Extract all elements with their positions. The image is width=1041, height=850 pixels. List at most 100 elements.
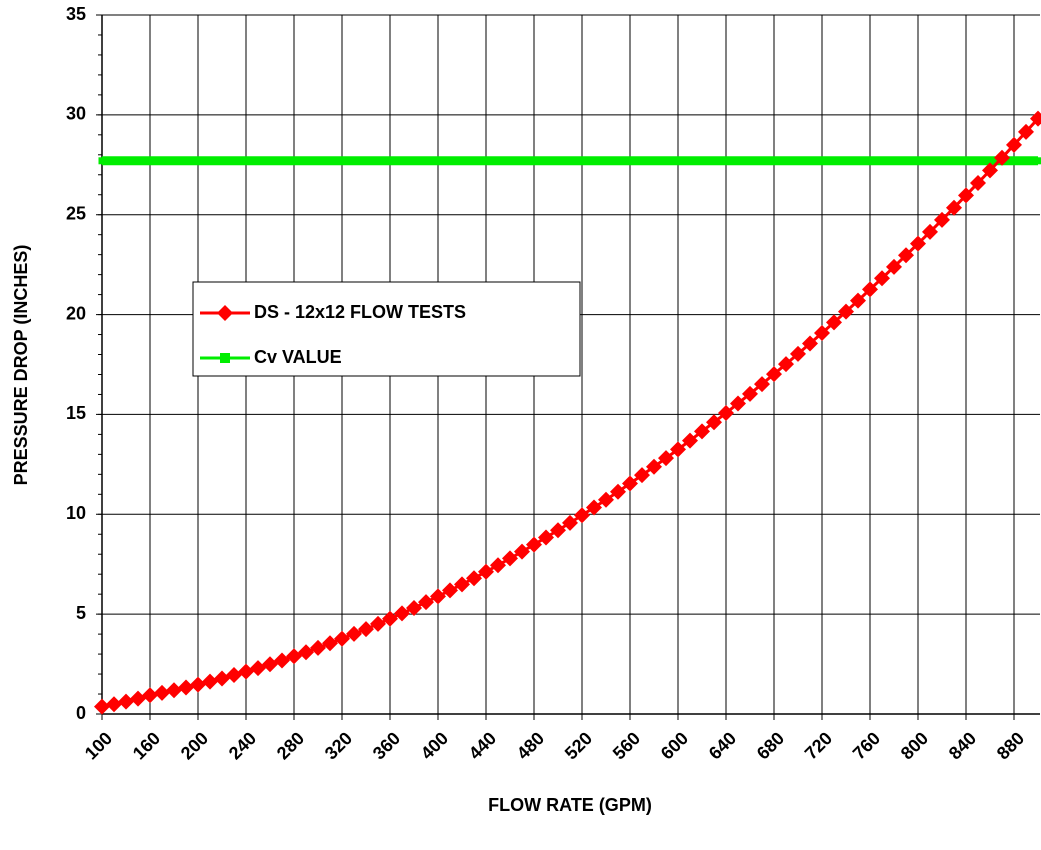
marker — [122, 157, 130, 165]
marker — [266, 157, 274, 165]
marker — [214, 670, 230, 687]
marker — [970, 174, 986, 191]
marker — [938, 157, 946, 165]
marker — [826, 314, 842, 331]
marker — [446, 157, 454, 165]
marker — [754, 376, 770, 393]
marker — [982, 162, 998, 179]
x-tick-label: 760 — [849, 728, 884, 763]
marker — [458, 157, 466, 165]
legend-label: Cv VALUE — [254, 347, 342, 367]
marker — [554, 157, 562, 165]
marker — [886, 258, 902, 275]
x-tick-label: 800 — [897, 728, 932, 763]
marker — [722, 157, 730, 165]
marker — [914, 157, 922, 165]
marker — [910, 235, 926, 252]
marker — [1010, 157, 1018, 165]
marker — [710, 157, 718, 165]
marker — [962, 157, 970, 165]
marker — [958, 187, 974, 204]
marker — [734, 157, 742, 165]
marker — [334, 630, 350, 647]
marker — [1022, 157, 1030, 165]
legend: DS - 12x12 FLOW TESTS Cv VALUE — [192, 281, 581, 377]
marker — [238, 663, 254, 680]
marker — [466, 570, 482, 587]
marker — [142, 687, 158, 704]
legend-marker — [217, 305, 233, 321]
x-tick-label: 840 — [945, 728, 980, 763]
marker — [746, 157, 754, 165]
marker — [326, 157, 334, 165]
marker — [670, 441, 686, 458]
marker — [274, 652, 290, 669]
marker — [562, 514, 578, 531]
marker — [530, 157, 538, 165]
legend-marker — [220, 353, 230, 363]
marker — [514, 543, 530, 560]
marker — [490, 557, 506, 574]
marker — [950, 157, 958, 165]
marker — [926, 157, 934, 165]
marker — [590, 157, 598, 165]
y-tick-label: 25 — [66, 203, 86, 223]
y-tick-label: 0 — [76, 703, 86, 723]
x-tick-label: 200 — [177, 728, 212, 763]
marker — [946, 199, 962, 216]
x-tick-label: 160 — [129, 728, 164, 763]
marker — [782, 157, 790, 165]
marker — [338, 157, 346, 165]
series-line — [101, 117, 1040, 709]
marker — [298, 644, 314, 661]
marker — [346, 625, 362, 642]
x-tick-label: 360 — [369, 728, 404, 763]
marker — [614, 157, 622, 165]
marker — [1034, 157, 1041, 165]
marker — [190, 676, 206, 693]
marker — [610, 483, 626, 500]
y-tick-label: 15 — [66, 403, 86, 423]
marker — [730, 395, 746, 412]
marker — [358, 621, 374, 638]
x-tick-label: 600 — [657, 728, 692, 763]
marker — [146, 157, 154, 165]
legend-box — [192, 281, 581, 377]
marker — [218, 157, 226, 165]
marker — [658, 450, 674, 467]
marker — [770, 157, 778, 165]
marker — [422, 157, 430, 165]
marker — [286, 648, 302, 665]
marker — [994, 149, 1010, 166]
marker — [206, 157, 214, 165]
marker — [430, 588, 446, 605]
marker — [790, 345, 806, 362]
marker — [694, 423, 710, 440]
marker — [154, 684, 170, 701]
marker — [830, 157, 838, 165]
marker — [398, 157, 406, 165]
marker — [310, 639, 326, 656]
marker — [118, 693, 134, 710]
marker — [374, 157, 382, 165]
legend-label: DS - 12x12 FLOW TESTS — [254, 302, 466, 322]
x-tick-label: 100 — [81, 728, 116, 763]
marker — [854, 157, 862, 165]
marker — [242, 157, 250, 165]
marker — [706, 414, 722, 431]
marker — [898, 247, 914, 264]
marker — [758, 157, 766, 165]
marker — [230, 157, 238, 165]
x-tick-label: 320 — [321, 728, 356, 763]
marker — [934, 211, 950, 228]
marker — [166, 682, 182, 699]
marker — [646, 458, 662, 475]
marker — [1018, 123, 1034, 140]
marker — [862, 281, 878, 298]
marker — [574, 507, 590, 524]
marker — [902, 157, 910, 165]
marker — [106, 696, 122, 713]
marker — [134, 157, 142, 165]
marker — [394, 605, 410, 622]
